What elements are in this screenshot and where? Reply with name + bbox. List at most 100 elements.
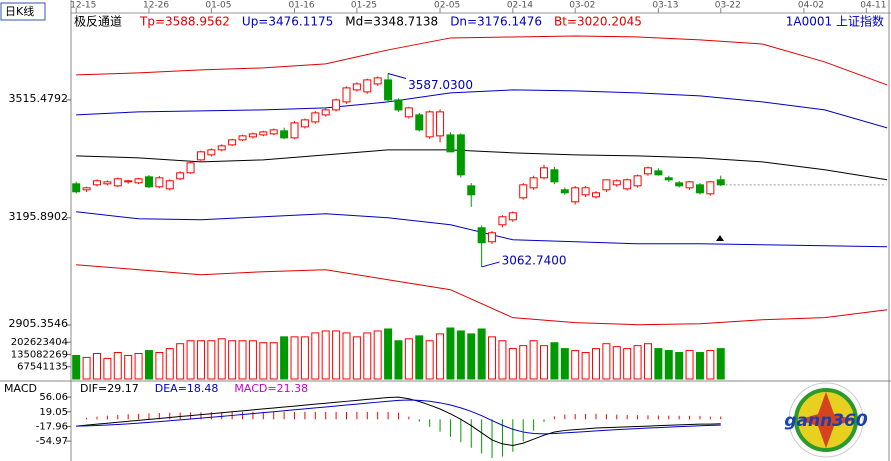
x-tick-label: 01-25 [351, 1, 377, 11]
y-tick-label: 56.06 [39, 392, 68, 403]
candle-body [113, 178, 122, 187]
band-line [76, 264, 888, 326]
band-line [76, 149, 888, 181]
volume-bar [186, 340, 195, 380]
volume-bar [498, 340, 507, 380]
legend-entry: DEA=18.48 [155, 382, 219, 395]
candle-body [685, 181, 694, 189]
y-tick-label: 2905.3546 [9, 317, 69, 330]
volume-bar [591, 348, 600, 380]
volume-bar [384, 328, 393, 380]
volume-bar [664, 350, 673, 380]
x-tick-label: 04-02 [798, 1, 824, 11]
candle-body [623, 179, 632, 190]
volume-bar [560, 348, 569, 380]
candle-body [716, 179, 725, 186]
candle-body [103, 181, 112, 185]
volume-bar [675, 352, 684, 380]
candle-body [373, 77, 382, 85]
volume-bar [280, 336, 289, 380]
x-tick-label: 02-05 [434, 1, 460, 11]
candle-body [72, 183, 81, 193]
x-tick-label: 04-11 [860, 1, 886, 11]
annotation: 3587.0300 [408, 78, 473, 92]
volume-bar [82, 356, 91, 380]
y-tick-label: 135082269 [11, 349, 68, 360]
volume-bar [196, 340, 205, 380]
x-tick-label: 01-05 [205, 1, 231, 11]
candle-body [144, 176, 153, 188]
macd-line [76, 396, 721, 447]
legend-entry: Tp=3588.9562 [139, 15, 230, 29]
volume-bar [165, 348, 174, 380]
volume-bar [394, 340, 403, 380]
volume-bar [352, 336, 361, 380]
x-tick-label: 02-14 [507, 1, 533, 11]
legend-entry: MACD=21.38 [234, 382, 308, 395]
y-tick-label: 3515.4792 [9, 92, 69, 105]
volume-bar [238, 340, 247, 380]
candle-body [488, 232, 497, 243]
candle-body [571, 187, 580, 203]
candle-body [654, 170, 663, 176]
candle-body [321, 109, 330, 116]
candle-body [643, 167, 652, 175]
volume-bar [124, 354, 133, 380]
candle-body [560, 189, 569, 194]
volume-bar [332, 330, 341, 380]
candle-body [134, 178, 143, 184]
volume-bar [436, 333, 445, 380]
volume-bar [363, 332, 372, 380]
candle-body [612, 180, 621, 186]
candle-body [290, 122, 299, 139]
volume-bar [488, 336, 497, 380]
y-tick-label: 202623404 [11, 337, 68, 348]
candle-body [498, 216, 507, 226]
volume-bar [550, 342, 559, 380]
volume-bar [113, 352, 122, 380]
volume-bar [415, 335, 424, 380]
y-tick-label: 19.05 [39, 407, 68, 418]
volume-bar [685, 350, 694, 380]
y-tick-label: 67541135 [17, 362, 68, 373]
candle-body [591, 192, 600, 198]
volume-bar [643, 343, 652, 380]
volume-bar [508, 348, 517, 380]
volume-bar [633, 345, 642, 380]
candle-body [550, 169, 559, 183]
volume-bar [477, 328, 486, 380]
candle-body [394, 99, 403, 111]
candle-body [508, 212, 517, 221]
candle-body [446, 134, 455, 153]
volume-bar [144, 350, 153, 380]
candle-body [706, 181, 715, 195]
candle-body [196, 151, 205, 161]
volume-bar [519, 345, 528, 380]
logo: gann360 [784, 411, 868, 431]
candle-body [363, 79, 372, 93]
candle-body [155, 177, 164, 188]
candle-body [92, 180, 101, 186]
macd-title: MACD [4, 382, 37, 395]
candle-body [695, 184, 704, 194]
volume-bar [228, 340, 237, 380]
candle-body [404, 107, 413, 118]
candle-body [384, 79, 393, 101]
volume-bar [259, 342, 268, 380]
legend-entry: Up=3476.1175 [242, 15, 333, 29]
volume-bar [404, 338, 413, 380]
candle-body [186, 162, 195, 174]
volume-bar [300, 336, 309, 380]
candle-body [332, 99, 341, 111]
legend-entry: Dn=3176.1476 [450, 15, 542, 29]
candle-body [269, 129, 278, 135]
volume-bar [540, 345, 549, 380]
candle-body [456, 134, 465, 176]
volume-bar [103, 357, 112, 380]
volume-bar [467, 333, 476, 380]
volume-bar [612, 346, 621, 380]
legend-entry: Bt=3020.2045 [554, 15, 642, 29]
y-tick-label: -54.97 [36, 436, 68, 447]
volume-bar [92, 352, 101, 380]
x-tick-label: 03-22 [715, 1, 741, 11]
